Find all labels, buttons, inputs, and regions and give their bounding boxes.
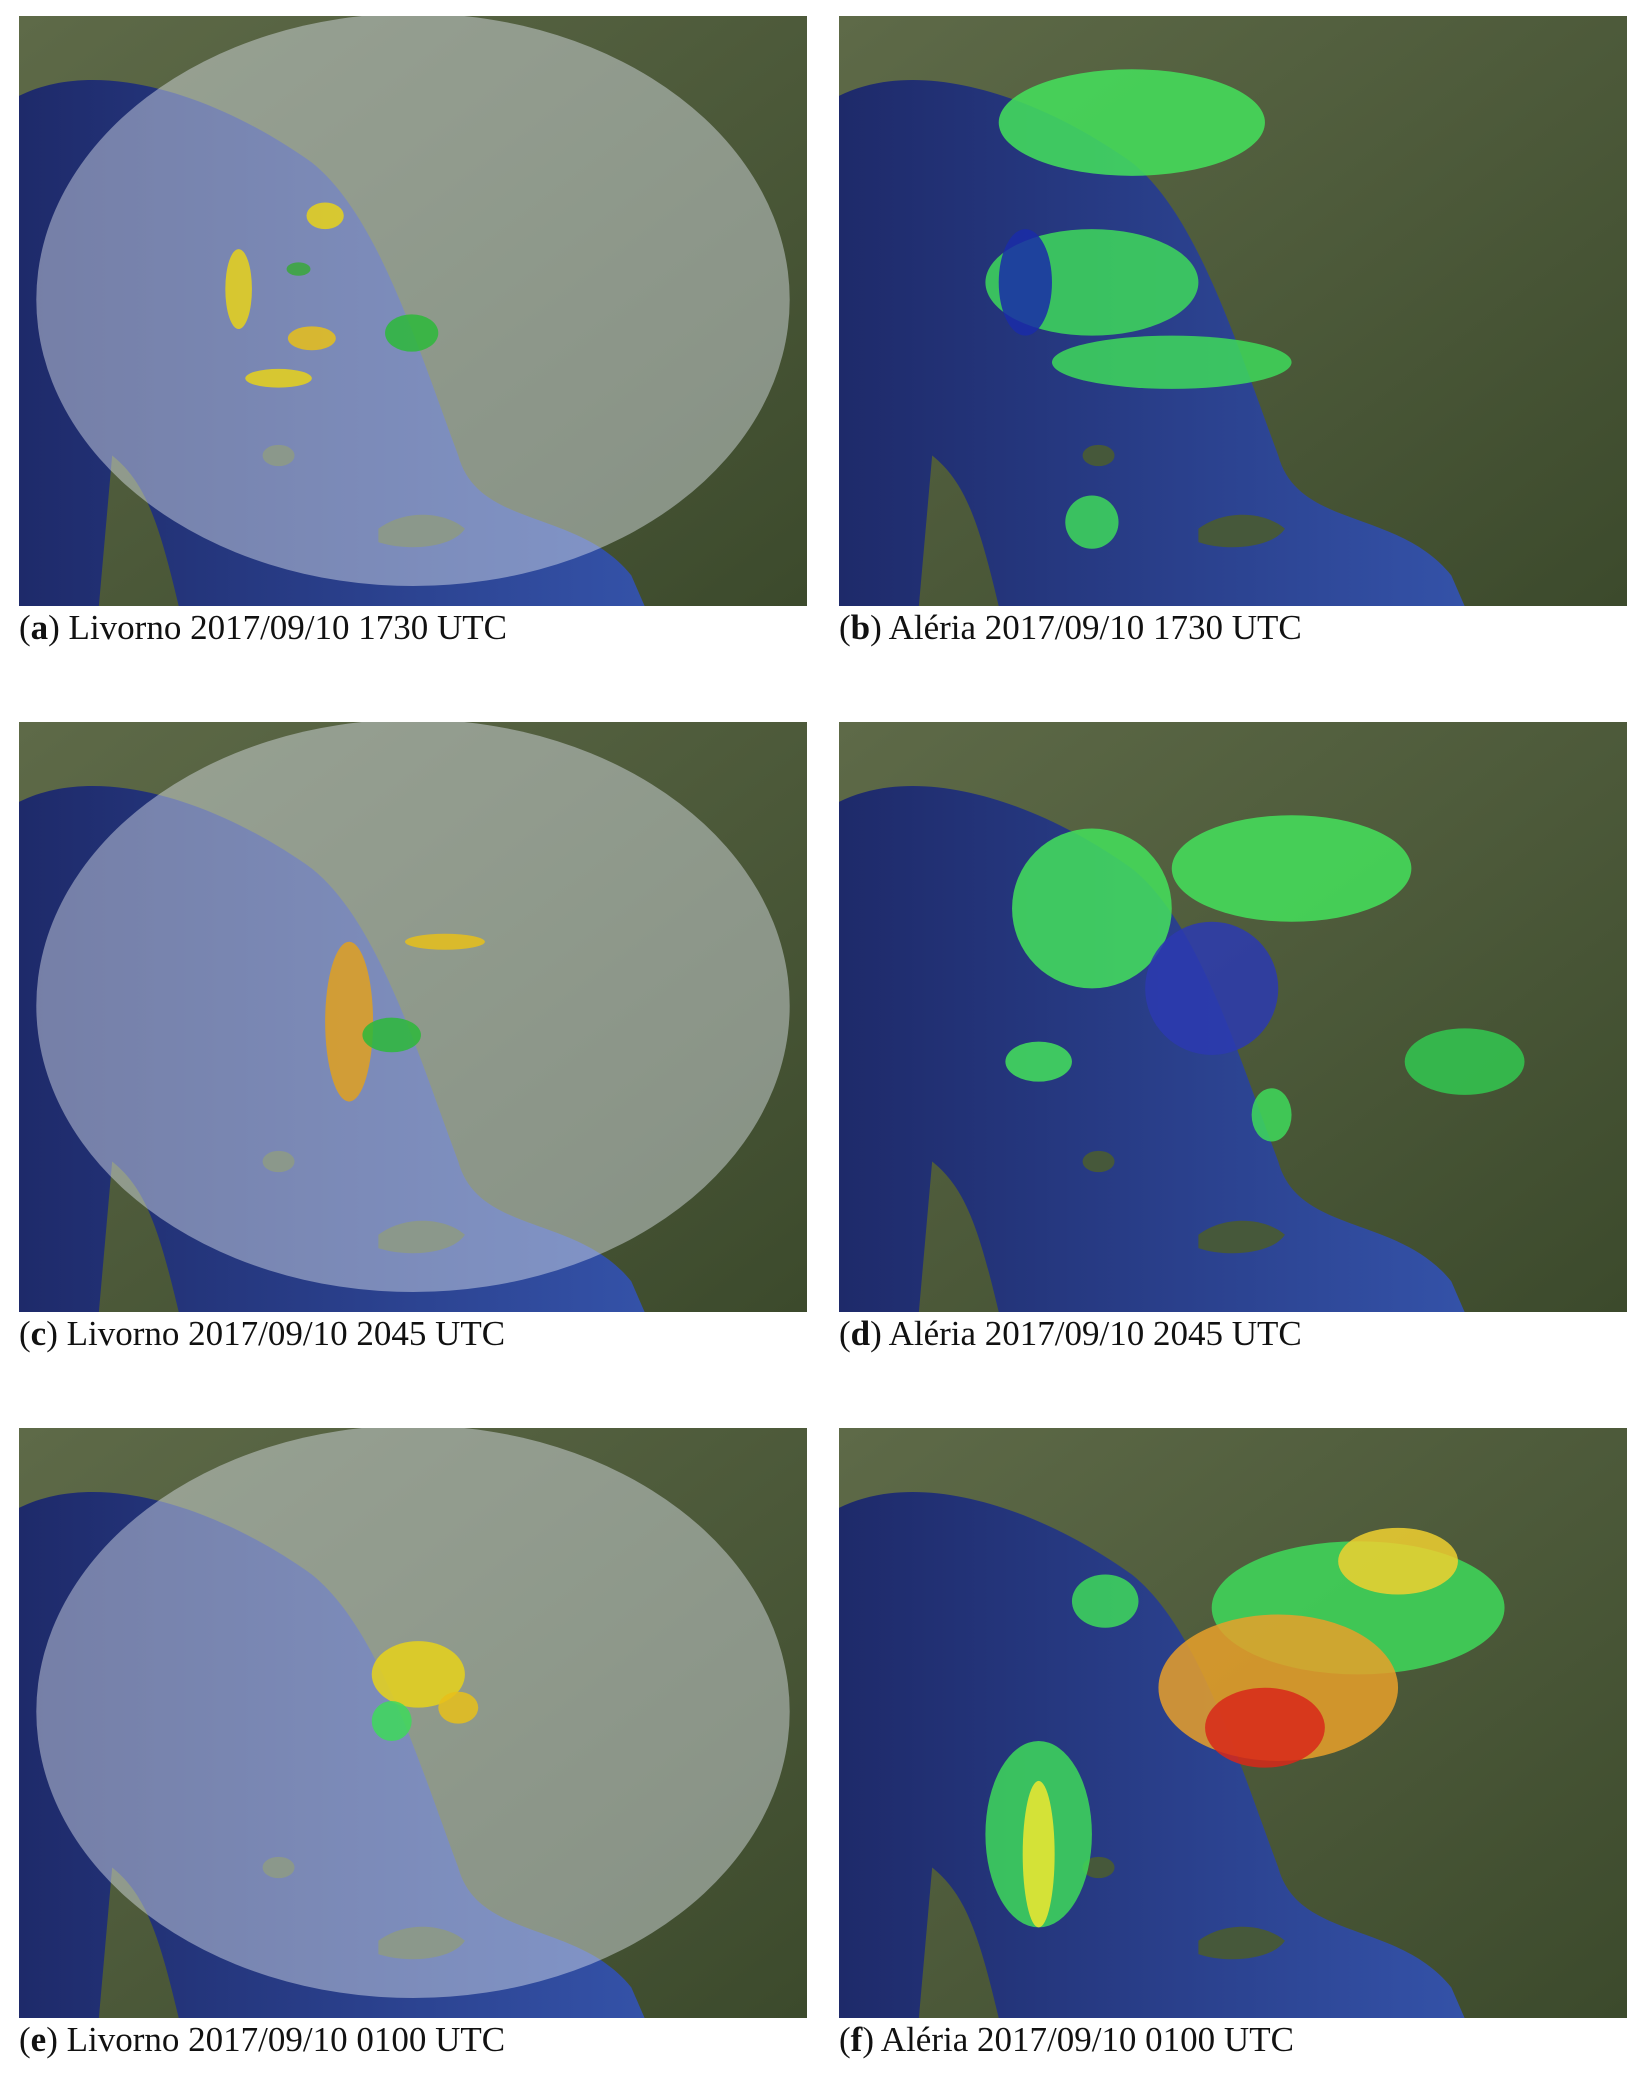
island — [1198, 1220, 1285, 1254]
caption-text: ) Livorno 2017/09/10 2045 UTC — [46, 1314, 506, 1353]
caption-text: ) Livorno 2017/09/10 1730 UTC — [48, 608, 508, 647]
caption-text: ) Aléria 2017/09/10 0100 UTC — [862, 2020, 1294, 2059]
echo — [1005, 1041, 1072, 1082]
caption-open: ( — [19, 608, 31, 647]
caption-text: ) Aléria 2017/09/10 1730 UTC — [870, 608, 1302, 647]
caption-label: b — [850, 608, 871, 647]
caption: (c) Livorno 2017/09/10 2045 UTC — [19, 1314, 505, 1354]
island — [1082, 1150, 1115, 1173]
caption-label: d — [850, 1314, 871, 1353]
island — [378, 1926, 465, 1960]
echo — [306, 202, 344, 230]
echo — [325, 941, 374, 1102]
radar-map — [19, 722, 807, 1312]
radar-map — [839, 16, 1627, 606]
radar-map — [19, 16, 807, 606]
island — [378, 514, 465, 548]
radar-coverage — [36, 722, 790, 1292]
radar-coverage — [36, 16, 790, 586]
echo — [225, 249, 252, 329]
echo — [287, 326, 336, 351]
sea — [839, 785, 1465, 1312]
island — [1198, 514, 1285, 548]
radar-coverage — [36, 1428, 790, 1998]
echo — [385, 314, 439, 352]
island — [378, 1220, 465, 1254]
echo — [438, 1691, 479, 1724]
sea — [19, 1491, 645, 2018]
caption: (f) Aléria 2017/09/10 0100 UTC — [839, 2020, 1294, 2060]
caption-label: f — [850, 2020, 863, 2059]
caption-open: ( — [19, 2020, 31, 2059]
echo — [1022, 1780, 1055, 1928]
radar-map — [839, 722, 1627, 1312]
caption-open: ( — [839, 1314, 851, 1353]
caption-open: ( — [19, 1314, 31, 1353]
echo — [405, 933, 485, 950]
island — [262, 444, 295, 467]
island — [262, 1856, 295, 1879]
echo — [371, 1641, 465, 1708]
caption: (a) Livorno 2017/09/10 1730 UTC — [19, 608, 507, 648]
caption-text: ) Aléria 2017/09/10 2045 UTC — [870, 1314, 1302, 1353]
echo — [286, 262, 311, 276]
caption-label: a — [30, 608, 49, 647]
caption-label: c — [30, 1314, 47, 1353]
echo — [1404, 1028, 1525, 1095]
caption-open: ( — [839, 608, 851, 647]
caption-label: e — [30, 2020, 47, 2059]
echo — [1251, 1088, 1292, 1142]
radar-map — [19, 1428, 807, 2018]
echo — [1065, 495, 1119, 549]
echo — [1051, 335, 1292, 389]
echo — [1205, 1687, 1325, 1768]
echo — [1071, 1574, 1139, 1628]
island — [1082, 1856, 1115, 1879]
caption-open: ( — [839, 2020, 851, 2059]
echo — [1338, 1527, 1458, 1595]
echo — [998, 69, 1265, 176]
island — [1082, 444, 1115, 467]
caption: (d) Aléria 2017/09/10 2045 UTC — [839, 1314, 1302, 1354]
island — [262, 1150, 295, 1173]
radar-map — [839, 1428, 1627, 2018]
echo — [362, 1017, 421, 1053]
caption-text: ) Livorno 2017/09/10 0100 UTC — [46, 2020, 506, 2059]
island — [1198, 1926, 1285, 1960]
caption: (e) Livorno 2017/09/10 0100 UTC — [19, 2020, 505, 2060]
caption: (b) Aléria 2017/09/10 1730 UTC — [839, 608, 1302, 648]
echo — [1145, 921, 1279, 1055]
echo — [1171, 815, 1412, 922]
echo — [371, 1701, 412, 1741]
echo — [998, 229, 1052, 336]
echo — [245, 368, 312, 388]
echo — [1012, 828, 1172, 989]
